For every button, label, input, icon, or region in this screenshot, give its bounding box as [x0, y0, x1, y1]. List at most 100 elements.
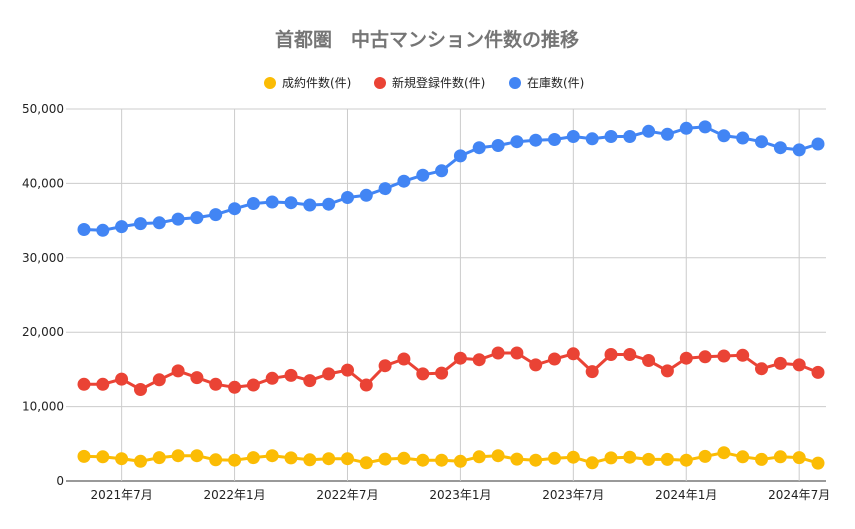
data-point-inventory[interactable]	[755, 135, 768, 149]
data-point-contracts[interactable]	[736, 450, 750, 464]
data-point-new-listings[interactable]	[604, 348, 618, 361]
data-point-new-listings[interactable]	[397, 352, 411, 366]
data-point-new-listings[interactable]	[359, 378, 373, 392]
data-point-contracts[interactable]	[378, 452, 392, 466]
data-point-inventory[interactable]	[773, 141, 787, 155]
data-point-contracts[interactable]	[77, 449, 91, 463]
data-point-inventory[interactable]	[604, 130, 618, 143]
data-point-inventory[interactable]	[96, 223, 110, 237]
data-point-contracts[interactable]	[529, 453, 543, 467]
data-point-contracts[interactable]	[755, 452, 768, 466]
data-point-inventory[interactable]	[491, 139, 505, 152]
data-point-contracts[interactable]	[209, 453, 223, 467]
data-point-contracts[interactable]	[566, 450, 580, 464]
data-point-new-listings[interactable]	[228, 380, 242, 394]
data-point-inventory[interactable]	[811, 137, 825, 151]
data-point-new-listings[interactable]	[171, 364, 185, 378]
data-point-contracts[interactable]	[397, 451, 411, 465]
data-point-contracts[interactable]	[171, 449, 185, 463]
data-point-new-listings[interactable]	[453, 351, 467, 365]
data-point-new-listings[interactable]	[152, 373, 166, 387]
data-point-contracts[interactable]	[604, 451, 618, 465]
data-point-inventory[interactable]	[246, 197, 260, 210]
data-point-contracts[interactable]	[284, 451, 298, 465]
data-point-contracts[interactable]	[265, 449, 279, 463]
data-point-new-listings[interactable]	[303, 374, 317, 388]
data-point-contracts[interactable]	[190, 449, 204, 463]
data-point-contracts[interactable]	[152, 451, 166, 465]
data-point-inventory[interactable]	[548, 133, 561, 146]
data-point-contracts[interactable]	[679, 453, 693, 467]
data-point-inventory[interactable]	[510, 135, 524, 149]
data-point-contracts[interactable]	[341, 452, 354, 466]
data-point-contracts[interactable]	[773, 450, 787, 464]
data-point-inventory[interactable]	[736, 131, 750, 145]
data-point-new-listings[interactable]	[491, 346, 505, 360]
data-point-inventory[interactable]	[341, 191, 354, 204]
data-point-contracts[interactable]	[96, 450, 110, 464]
data-point-contracts[interactable]	[811, 456, 825, 470]
data-point-contracts[interactable]	[435, 453, 449, 467]
data-point-contracts[interactable]	[585, 456, 599, 470]
data-point-new-listings[interactable]	[435, 366, 449, 380]
data-point-inventory[interactable]	[566, 130, 580, 143]
data-point-new-listings[interactable]	[773, 356, 787, 370]
data-point-inventory[interactable]	[265, 195, 279, 209]
data-point-new-listings[interactable]	[548, 352, 561, 366]
data-point-new-listings[interactable]	[322, 367, 336, 381]
data-point-new-listings[interactable]	[660, 364, 674, 378]
data-point-inventory[interactable]	[152, 216, 166, 230]
data-point-contracts[interactable]	[246, 451, 260, 465]
data-point-inventory[interactable]	[529, 133, 543, 147]
data-point-new-listings[interactable]	[529, 358, 543, 372]
data-point-new-listings[interactable]	[585, 365, 599, 379]
data-point-inventory[interactable]	[378, 182, 392, 196]
data-point-inventory[interactable]	[792, 143, 806, 157]
data-point-inventory[interactable]	[115, 220, 129, 234]
data-point-new-listings[interactable]	[77, 377, 91, 391]
data-point-new-listings[interactable]	[642, 354, 656, 367]
data-point-contracts[interactable]	[717, 446, 731, 460]
data-point-new-listings[interactable]	[679, 351, 693, 365]
data-point-new-listings[interactable]	[378, 359, 392, 373]
data-point-new-listings[interactable]	[472, 353, 486, 367]
data-point-contracts[interactable]	[453, 454, 467, 468]
data-point-contracts[interactable]	[623, 450, 637, 464]
data-point-contracts[interactable]	[491, 449, 505, 463]
data-point-inventory[interactable]	[322, 197, 336, 211]
data-point-inventory[interactable]	[623, 130, 637, 143]
data-point-contracts[interactable]	[472, 450, 486, 464]
data-point-new-listings[interactable]	[811, 365, 825, 379]
data-point-contracts[interactable]	[792, 451, 806, 465]
data-point-new-listings[interactable]	[792, 358, 806, 372]
data-point-new-listings[interactable]	[736, 348, 750, 362]
data-point-inventory[interactable]	[134, 217, 147, 231]
data-point-new-listings[interactable]	[190, 371, 204, 385]
data-point-inventory[interactable]	[303, 198, 317, 212]
data-point-inventory[interactable]	[209, 208, 223, 222]
data-point-new-listings[interactable]	[566, 347, 580, 361]
data-point-inventory[interactable]	[698, 120, 712, 134]
data-point-inventory[interactable]	[284, 196, 298, 210]
data-point-inventory[interactable]	[472, 141, 486, 155]
data-point-new-listings[interactable]	[209, 377, 223, 391]
data-point-inventory[interactable]	[416, 168, 430, 182]
data-point-inventory[interactable]	[397, 174, 411, 188]
data-point-contracts[interactable]	[359, 456, 373, 470]
data-point-new-listings[interactable]	[341, 363, 354, 377]
data-point-new-listings[interactable]	[717, 349, 731, 363]
data-point-new-listings[interactable]	[246, 378, 260, 392]
data-point-inventory[interactable]	[359, 188, 373, 202]
data-point-new-listings[interactable]	[265, 371, 279, 385]
data-point-contracts[interactable]	[660, 452, 674, 466]
data-point-inventory[interactable]	[453, 149, 467, 163]
data-point-inventory[interactable]	[660, 127, 674, 141]
data-point-inventory[interactable]	[642, 124, 656, 138]
data-point-inventory[interactable]	[435, 164, 449, 178]
data-point-contracts[interactable]	[416, 453, 430, 467]
data-point-new-listings[interactable]	[134, 383, 147, 396]
data-point-new-listings[interactable]	[416, 367, 430, 381]
data-point-inventory[interactable]	[717, 129, 731, 143]
data-point-new-listings[interactable]	[115, 372, 129, 386]
data-point-inventory[interactable]	[228, 202, 242, 216]
